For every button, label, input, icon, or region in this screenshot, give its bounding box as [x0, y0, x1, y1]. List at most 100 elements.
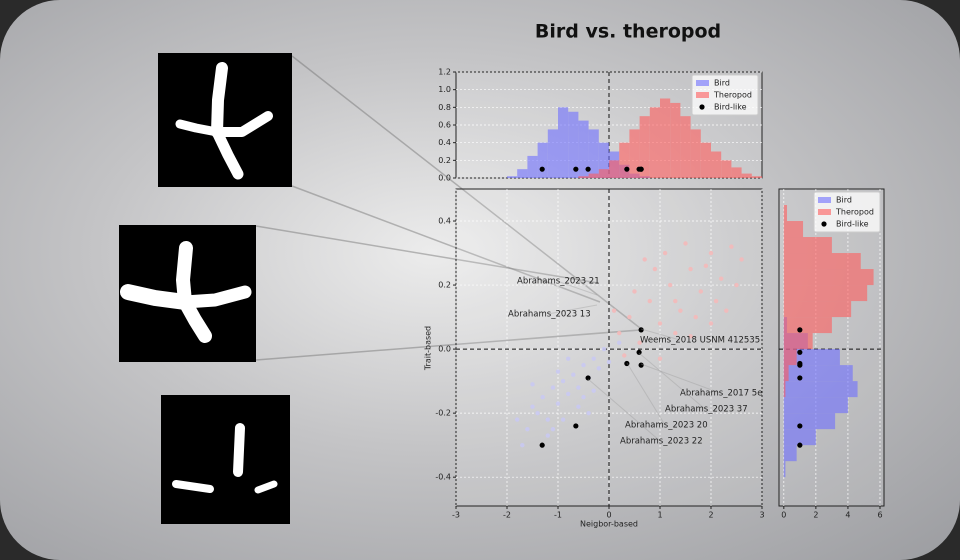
x-tick-label: 0 — [606, 511, 611, 520]
point — [683, 241, 688, 246]
hist-bar — [783, 333, 813, 350]
highlight-point — [539, 166, 545, 172]
annotation: Abrahams_2023 13 — [508, 310, 591, 320]
point — [724, 308, 729, 313]
point — [688, 334, 693, 339]
highlight-point — [797, 375, 803, 381]
legend-label: Bird — [714, 79, 730, 88]
point — [591, 388, 596, 393]
point — [627, 314, 632, 320]
annotation-leader — [626, 362, 666, 426]
footprint-image — [158, 53, 292, 187]
hist-bar — [783, 269, 874, 286]
hist-bar — [507, 176, 518, 178]
point — [668, 282, 673, 288]
x-tick-label: 2 — [708, 511, 713, 520]
annotation-leader — [547, 304, 598, 315]
hist-bar — [690, 129, 701, 178]
hist-bar — [783, 301, 852, 318]
annotation-leader — [587, 378, 661, 442]
point — [673, 330, 678, 336]
point — [678, 308, 683, 313]
legend-swatch — [821, 221, 827, 227]
point — [576, 404, 581, 409]
highlight-point — [585, 375, 591, 381]
y-tick-label: 0.4 — [438, 138, 451, 147]
annotation: Weems_2018 USNM 412535 — [640, 336, 760, 346]
point — [729, 244, 734, 249]
hist-bar — [783, 285, 868, 302]
hist-bar — [547, 129, 558, 178]
hist-bar — [588, 129, 599, 178]
hist-bar — [783, 365, 789, 382]
hist-bar — [783, 317, 832, 334]
hist-bar — [751, 176, 762, 178]
hist-bar — [783, 397, 848, 414]
y-tick-label: 0.8 — [438, 103, 451, 112]
y-tick-label: 0.6 — [438, 121, 451, 130]
legend-swatch — [818, 209, 831, 215]
hist-bar — [783, 237, 832, 254]
hist-bar — [527, 155, 538, 178]
hist-bar — [660, 98, 671, 178]
projection-line — [291, 55, 641, 329]
point — [520, 442, 525, 448]
highlight-point — [573, 166, 579, 172]
point — [591, 356, 596, 361]
point — [560, 417, 566, 422]
point — [637, 340, 642, 345]
highlight-point — [638, 327, 644, 333]
highlight-point — [573, 423, 579, 429]
legend-label: Theropod — [835, 208, 874, 217]
hist-bar — [783, 381, 858, 398]
hist-bar — [783, 253, 861, 270]
point — [566, 356, 571, 361]
y-tick-label: 0.2 — [438, 281, 451, 290]
point — [581, 394, 586, 400]
hist-bar — [783, 365, 853, 382]
hist-bar — [517, 169, 528, 178]
hist-bar — [731, 167, 742, 178]
highlight-point — [624, 360, 630, 367]
annotation: Abrahams_2023 22 — [620, 437, 703, 447]
point — [596, 366, 601, 371]
y-axis-label: Trait-based — [424, 326, 433, 371]
y-tick-label: -0.4 — [435, 473, 451, 482]
point — [530, 382, 535, 387]
point — [611, 308, 617, 313]
hist-bar — [558, 107, 569, 178]
highlight-point — [539, 442, 545, 448]
point — [719, 276, 724, 281]
chart-title: Bird vs. theropod — [535, 21, 721, 43]
hist-bar — [680, 116, 691, 178]
point — [622, 353, 627, 358]
point — [530, 404, 535, 409]
hist-bar — [783, 205, 788, 222]
point — [581, 362, 586, 368]
point — [713, 298, 719, 304]
legend-swatch — [818, 197, 831, 203]
y-tick-label: -0.2 — [435, 409, 451, 418]
point — [606, 359, 612, 365]
hist-bar — [619, 142, 630, 178]
annotation: Abrahams_2023 20 — [625, 421, 708, 431]
point — [555, 369, 561, 374]
hist-bar — [639, 116, 650, 178]
annotation: Abrahams_2023 37 — [665, 405, 748, 415]
hist-bar — [609, 160, 620, 178]
legend-label: Bird-like — [836, 220, 869, 229]
y-tick-label: 0.0 — [438, 174, 451, 183]
legend-swatch — [696, 80, 709, 86]
annotation-leader — [640, 363, 721, 394]
legend-label: Bird — [836, 196, 852, 205]
highlight-point — [797, 442, 803, 448]
x-axis-label: Neigbor-based — [580, 520, 638, 529]
hist-bar — [721, 160, 732, 178]
hist-bar — [711, 151, 722, 178]
y-tick-label: 1.0 — [438, 85, 451, 94]
hist-bar — [598, 169, 609, 178]
highlight-point — [638, 362, 644, 368]
projection-line — [291, 185, 601, 303]
hist-bar — [783, 221, 804, 238]
